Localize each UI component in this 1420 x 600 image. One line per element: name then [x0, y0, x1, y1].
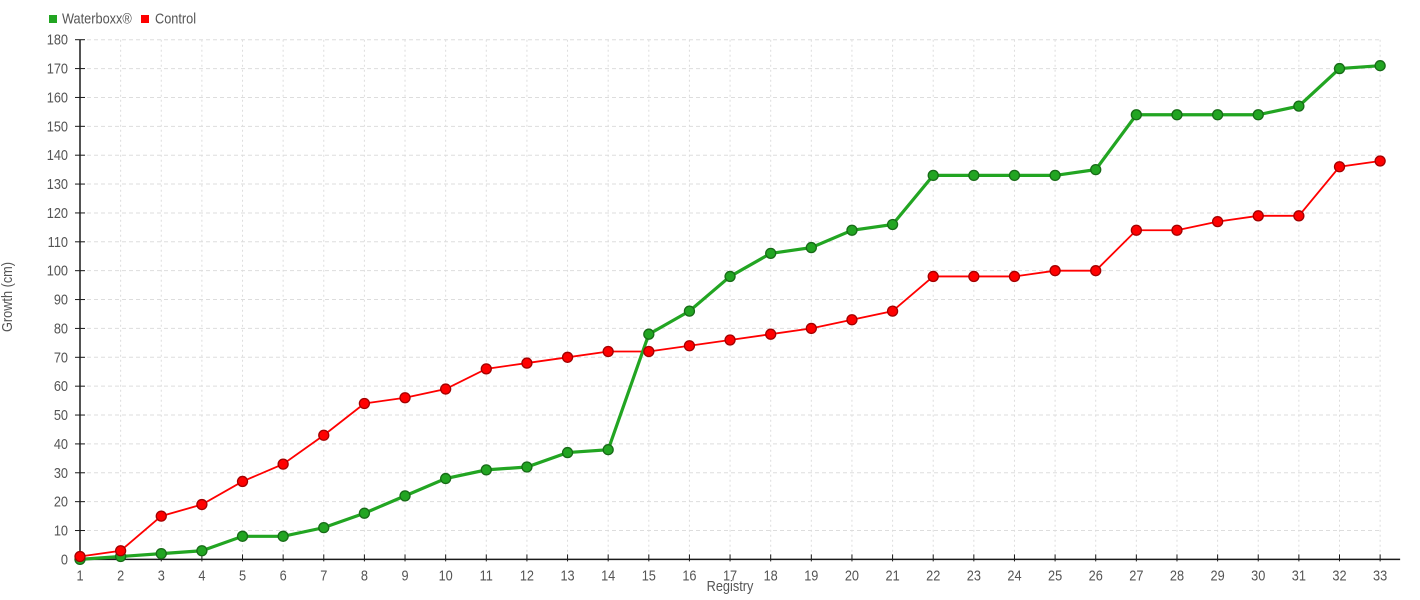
svg-text:31: 31	[1292, 566, 1306, 583]
svg-text:40: 40	[54, 435, 68, 452]
svg-text:18: 18	[764, 566, 778, 583]
svg-text:26: 26	[1089, 566, 1103, 583]
svg-text:17: 17	[723, 566, 737, 583]
svg-text:3: 3	[158, 566, 165, 583]
svg-text:7: 7	[320, 566, 327, 583]
svg-text:170: 170	[47, 60, 68, 77]
svg-text:22: 22	[926, 566, 940, 583]
svg-text:27: 27	[1129, 566, 1143, 583]
svg-text:23: 23	[967, 566, 981, 583]
svg-text:28: 28	[1170, 566, 1184, 583]
svg-text:110: 110	[48, 233, 69, 250]
svg-text:90: 90	[54, 291, 68, 308]
svg-text:11: 11	[480, 566, 493, 583]
svg-text:150: 150	[47, 117, 68, 134]
svg-text:80: 80	[54, 319, 68, 336]
svg-text:140: 140	[47, 146, 68, 163]
svg-text:20: 20	[54, 493, 68, 510]
svg-text:14: 14	[601, 566, 615, 583]
svg-text:8: 8	[361, 566, 368, 583]
svg-text:130: 130	[47, 175, 68, 192]
svg-text:60: 60	[54, 377, 68, 394]
svg-text:50: 50	[54, 406, 68, 423]
svg-text:29: 29	[1211, 566, 1225, 583]
svg-text:9: 9	[401, 566, 408, 583]
svg-text:180: 180	[47, 31, 68, 48]
svg-text:10: 10	[54, 522, 68, 539]
svg-text:160: 160	[47, 88, 68, 105]
svg-text:2: 2	[117, 566, 124, 583]
svg-text:Waterboxx®: Waterboxx®	[62, 9, 132, 26]
svg-text:16: 16	[682, 566, 696, 583]
svg-text:15: 15	[642, 566, 656, 583]
svg-text:0: 0	[61, 550, 68, 567]
svg-text:30: 30	[1251, 566, 1265, 583]
svg-text:12: 12	[520, 566, 534, 583]
svg-text:20: 20	[845, 566, 859, 583]
svg-text:13: 13	[560, 566, 574, 583]
svg-text:4: 4	[198, 566, 205, 583]
svg-text:24: 24	[1007, 566, 1021, 583]
svg-text:21: 21	[885, 566, 899, 583]
svg-text:1: 1	[76, 566, 83, 583]
svg-text:120: 120	[47, 204, 68, 221]
svg-text:5: 5	[239, 566, 246, 583]
svg-text:32: 32	[1332, 566, 1346, 583]
svg-text:30: 30	[54, 464, 68, 481]
svg-text:25: 25	[1048, 566, 1062, 583]
svg-text:6: 6	[280, 566, 287, 583]
svg-text:Growth (cm): Growth (cm)	[0, 262, 15, 332]
svg-text:19: 19	[804, 566, 818, 583]
svg-text:70: 70	[54, 348, 68, 365]
svg-text:100: 100	[47, 262, 68, 279]
svg-text:Control: Control	[155, 9, 196, 26]
svg-text:10: 10	[439, 566, 453, 583]
svg-text:33: 33	[1373, 566, 1387, 583]
